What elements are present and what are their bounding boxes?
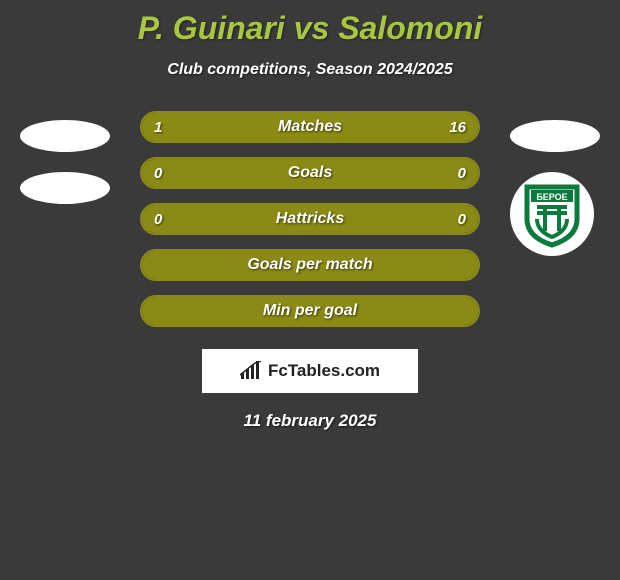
- crest-text: БЕРОЕ: [536, 192, 567, 202]
- player-b-name: Salomoni: [338, 10, 482, 46]
- date-label: 11 february 2025: [0, 411, 620, 431]
- subtitle: Club competitions, Season 2024/2025: [0, 61, 620, 79]
- crest-grid: [537, 207, 567, 237]
- stat-row: 1 16 Matches: [140, 111, 480, 143]
- stat-row: Min per goal: [140, 295, 480, 327]
- brand-text: FcTables.com: [268, 361, 380, 381]
- chart-icon: [240, 361, 262, 381]
- stat-row: 0 0 Hattricks: [140, 203, 480, 235]
- right-badge-2: БЕРОЕ: [510, 172, 594, 256]
- stat-label: Matches: [278, 118, 342, 136]
- brand-box: FcTables.com: [202, 349, 418, 393]
- left-badges: [20, 120, 110, 204]
- right-badge-1: [510, 120, 600, 152]
- vs-separator: vs: [294, 10, 338, 46]
- stat-value-left: 1: [154, 119, 162, 136]
- page-title: P. Guinari vs Salomoni: [0, 0, 620, 47]
- left-badge-1: [20, 120, 110, 152]
- player-a-name: P. Guinari: [138, 10, 285, 46]
- left-badge-2: [20, 172, 110, 204]
- stat-value-left: 0: [154, 165, 162, 182]
- stat-value-left: 0: [154, 211, 162, 228]
- stat-label: Hattricks: [276, 210, 344, 228]
- right-badges: БЕРОЕ: [510, 120, 600, 256]
- stats-container: 1 16 Matches 0 0 Goals 0 0 Hattricks Goals per ma…: [140, 111, 480, 327]
- stat-value-right: 0: [458, 211, 466, 228]
- stat-value-right: 16: [449, 119, 466, 136]
- stat-label: Min per goal: [263, 302, 357, 320]
- stat-label: Goals per match: [247, 256, 372, 274]
- stat-row: Goals per match: [140, 249, 480, 281]
- stat-value-right: 0: [458, 165, 466, 182]
- stat-label: Goals: [288, 164, 332, 182]
- beroe-crest-icon: БЕРОЕ: [517, 179, 587, 249]
- stat-row: 0 0 Goals: [140, 157, 480, 189]
